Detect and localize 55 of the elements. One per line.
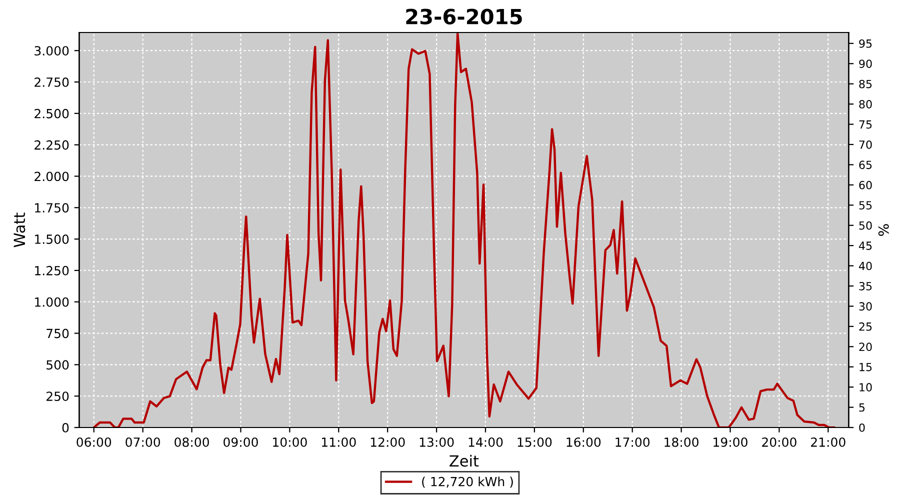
x-tick-label: 18:00 [664,437,698,447]
y2-tick-label: 70 [859,140,872,149]
y2-tick-label: 5 [859,403,865,412]
x-axis-title: Zeit [450,454,479,467]
y2-tick-label: 20 [859,342,872,352]
y2-tick-label: 10 [860,383,872,392]
x-tick-label: 07:00 [126,437,160,447]
x-tick-label: 14:00 [468,437,503,447]
x-tick-label: 21:00 [811,437,846,447]
x-tick-label: 06:00 [76,437,112,447]
y-tick-label: 2.000 [34,172,69,182]
y-tick-label: 3.000 [34,46,69,56]
y2-tick-label: 0 [859,423,865,432]
y2-tick-label: 55 [859,201,872,210]
x-tick-label: 16:00 [566,437,601,447]
x-tick-label: 12:00 [370,437,405,447]
y-tick-label: 2.500 [34,108,69,118]
y2-tick-label: 50 [859,221,872,230]
y-tick-label: 250 [46,392,69,402]
y2-tick-label: 90 [859,60,872,68]
y-tick-label: 750 [46,328,69,338]
y-tick-label: 1.250 [35,266,69,276]
x-tick-label: 19:00 [714,437,748,447]
x-tick-label: 15:00 [518,437,552,447]
y2-tick-label: 15 [860,362,872,372]
y2-tick-label: 45 [858,242,872,250]
line-series [92,32,836,428]
x-tick-label: 09:00 [224,437,258,447]
y-tick-label: 500 [46,360,69,370]
y2-tick-label: 75 [859,120,872,129]
y2-axis-title: % [878,224,889,236]
legend-label: ( 12,720 kWh ) [422,476,513,488]
y2-tick-label: 85 [859,80,872,88]
y2-tick-label: 60 [859,180,872,190]
y2-tick-label: 25 [859,322,872,331]
y2-tick-label: 40 [858,262,872,270]
y-tick-label: 1.500 [35,234,69,244]
y-tick-label: 0 [62,422,69,432]
y2-tick-label: 35 [859,282,872,290]
y-axis-title: Watt [14,212,26,248]
x-tick-label: 13:00 [420,437,454,447]
y-tick-label: 2.750 [34,77,69,87]
chart-title: 23-6-2015 [406,8,522,24]
x-tick-label: 11:00 [322,437,356,447]
y-tick-label: 2.250 [34,140,69,150]
x-tick-label: 10:00 [273,437,307,447]
y2-tick-label: 95 [859,39,872,48]
y2-tick-label: 65 [859,160,872,170]
y-tick-label: 1.750 [35,203,69,213]
y-tick-label: 1.000 [35,297,69,307]
x-tick-label: 20:00 [762,437,796,447]
x-tick-label: 17:00 [616,437,650,447]
x-tick-label: 08:00 [174,437,209,447]
y2-tick-label: 80 [859,100,872,108]
y2-tick-label: 30 [859,302,872,311]
